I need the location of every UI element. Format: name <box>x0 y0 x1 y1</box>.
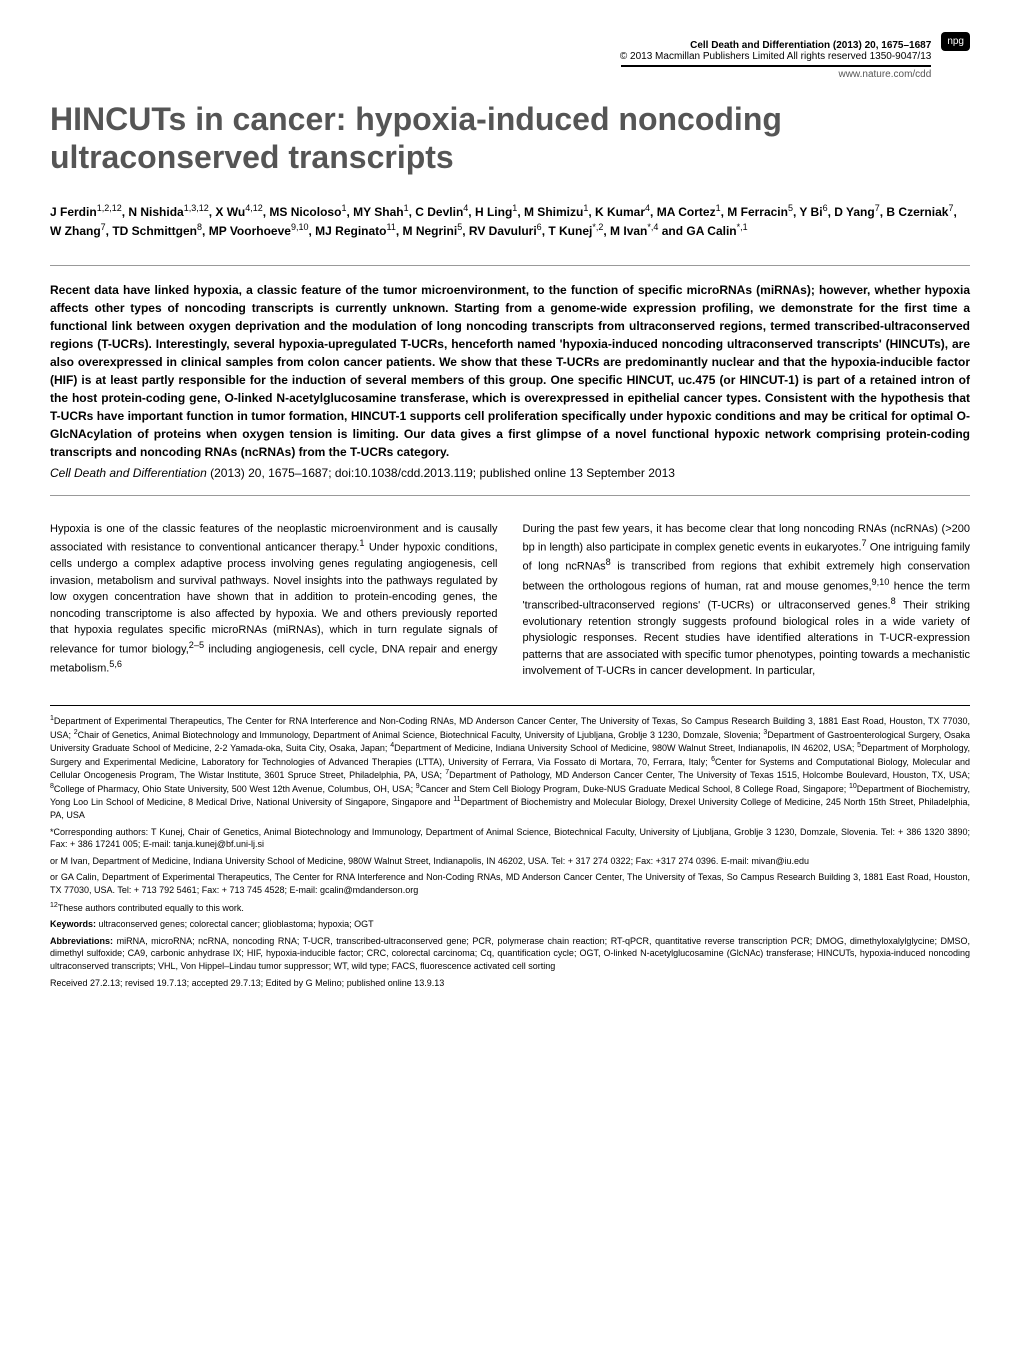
equal-contribution: 12These authors contributed equally to t… <box>50 901 970 915</box>
abbreviations-line: Abbreviations: miRNA, microRNA; ncRNA, n… <box>50 935 970 973</box>
header-section: Cell Death and Differentiation (2013) 20… <box>50 40 970 80</box>
keywords-text: ultraconserved genes; colorectal cancer;… <box>96 919 374 929</box>
abstract-divider-top <box>50 265 970 266</box>
footnotes-section: 1Department of Experimental Therapeutics… <box>50 714 970 989</box>
footnotes-divider <box>50 705 970 706</box>
received-line: Received 27.2.13; revised 19.7.13; accep… <box>50 977 970 990</box>
body-columns: Hypoxia is one of the classic features o… <box>50 521 970 680</box>
abstract: Recent data have linked hypoxia, a class… <box>50 281 970 461</box>
abstract-divider-bottom <box>50 495 970 496</box>
citation: Cell Death and Differentiation (2013) 20… <box>50 466 970 480</box>
header-meta: Cell Death and Differentiation (2013) 20… <box>620 40 931 80</box>
abbreviations-text: miRNA, microRNA; ncRNA, noncoding RNA; T… <box>50 936 970 971</box>
citation-journal: Cell Death and Differentiation <box>50 466 207 480</box>
npg-badge: npg <box>941 32 970 51</box>
copyright-line: © 2013 Macmillan Publishers Limited All … <box>620 51 931 62</box>
citation-details: (2013) 20, 1675–1687; doi:10.1038/cdd.20… <box>210 466 675 480</box>
corresponding-author-3: or GA Calin, Department of Experimental … <box>50 871 970 896</box>
body-paragraph-1: Hypoxia is one of the classic features o… <box>50 521 498 677</box>
article-title: HINCUTs in cancer: hypoxia-induced nonco… <box>50 100 970 177</box>
header-divider <box>621 65 931 67</box>
journal-info: Cell Death and Differentiation (2013) 20… <box>620 40 931 51</box>
body-column-right: During the past few years, it has become… <box>523 521 971 680</box>
website-link: www.nature.com/cdd <box>620 69 931 80</box>
body-paragraph-2: During the past few years, it has become… <box>523 521 971 680</box>
body-column-left: Hypoxia is one of the classic features o… <box>50 521 498 680</box>
keywords-label: Keywords: <box>50 919 96 929</box>
affiliations: 1Department of Experimental Therapeutics… <box>50 714 970 822</box>
keywords-line: Keywords: ultraconserved genes; colorect… <box>50 918 970 931</box>
abbreviations-label: Abbreviations: <box>50 936 113 946</box>
corresponding-author-2: or M Ivan, Department of Medicine, India… <box>50 855 970 868</box>
authors-list: J Ferdin1,2,12, N Nishida1,3,12, X Wu4,1… <box>50 202 970 240</box>
corresponding-author-1: *Corresponding authors: T Kunej, Chair o… <box>50 826 970 851</box>
page-container: Cell Death and Differentiation (2013) 20… <box>0 0 1020 1033</box>
